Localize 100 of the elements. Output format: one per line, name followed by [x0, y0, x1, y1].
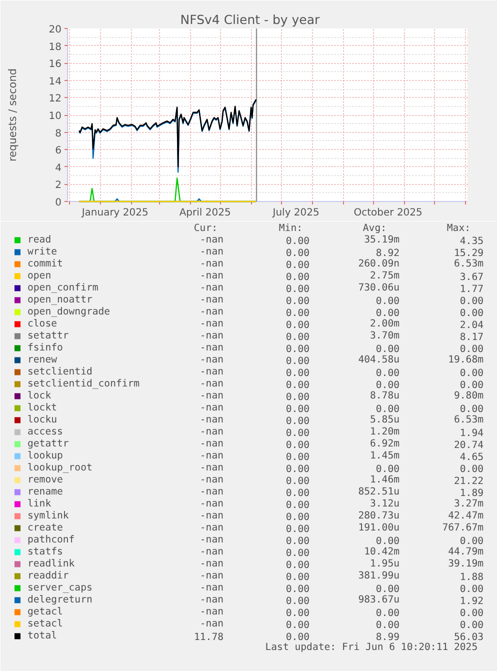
text: 0.00: [460, 584, 484, 596]
text: -nan: [200, 318, 224, 330]
legend-label: open_noattr: [28, 294, 92, 306]
legend-label: commit: [28, 258, 63, 270]
legend-label: lockt: [28, 402, 57, 414]
legend-label: setattr: [28, 330, 69, 342]
y-tick-label: 0: [55, 198, 62, 208]
text: 0.00: [376, 296, 400, 308]
text: 3.12u: [370, 498, 400, 510]
legend-label: write: [28, 246, 58, 258]
text: 0.00: [286, 428, 310, 440]
text: 3.67: [460, 272, 484, 284]
text: 0.00: [460, 404, 484, 416]
text: 10.42m: [364, 546, 400, 558]
text: 0.00: [286, 572, 310, 584]
legend-label: locku: [28, 414, 58, 426]
text: 0.00: [376, 584, 400, 596]
y-tick-label: 2: [55, 180, 62, 192]
text: -nan: [200, 510, 224, 522]
text: 0.00: [376, 404, 400, 416]
text: 2.00m: [370, 318, 400, 330]
text: 0.00: [286, 584, 310, 596]
text: 0.00: [460, 296, 484, 308]
y-axis-title: requests / second: [6, 68, 19, 162]
text: 42.47m: [448, 510, 484, 522]
text: Cur:: [194, 223, 218, 234]
text: 0.00: [286, 452, 310, 464]
y-tick-label: 4: [55, 162, 62, 174]
text: 0.00: [376, 380, 400, 392]
text: 0.00: [376, 464, 400, 476]
legend-label: getattr: [28, 438, 69, 450]
text: 983.67u: [358, 594, 400, 606]
legend-label: remove: [28, 474, 63, 486]
legend-label: pathconf: [28, 534, 75, 546]
text: -nan: [200, 618, 224, 630]
legend-label: close: [28, 318, 58, 330]
text: 0.00: [286, 332, 310, 344]
text: -nan: [200, 306, 224, 318]
text: -nan: [200, 234, 224, 246]
legend-label: delegreturn: [28, 594, 92, 606]
text: -nan: [200, 426, 224, 438]
text: 0.00: [286, 416, 310, 428]
text: -nan: [200, 474, 224, 486]
text: 852.51u: [358, 486, 400, 498]
text: -nan: [200, 342, 224, 354]
text: 0.00: [376, 368, 400, 380]
text: 0.00: [286, 368, 310, 380]
text: -nan: [200, 606, 224, 618]
legend-label: setacl: [28, 618, 63, 630]
text: 0.00: [460, 380, 484, 392]
text: Min:: [278, 223, 302, 234]
text: 0.00: [286, 464, 310, 476]
legend-label: setclientid_confirm: [28, 378, 140, 390]
y-tick-label: 8: [55, 128, 62, 140]
legend-label: read: [28, 234, 52, 246]
text: -nan: [200, 366, 224, 378]
legend-label: statfs: [28, 546, 63, 558]
text: 4.65: [460, 452, 484, 464]
text: -nan: [200, 246, 224, 258]
text: 0.00: [376, 608, 400, 620]
text: 280.73u: [358, 510, 400, 522]
legend-label: open_downgrade: [28, 306, 110, 318]
text: -nan: [200, 546, 224, 558]
text: -nan: [200, 258, 224, 270]
text: 3.70m: [370, 330, 400, 342]
text: 1.95u: [370, 558, 400, 570]
text: -nan: [200, 498, 224, 510]
text: 0.00: [460, 608, 484, 620]
y-tick-label: 20: [48, 24, 62, 36]
text: -nan: [200, 462, 224, 474]
y-tick-label: 12: [48, 94, 62, 105]
text: 0.00: [286, 404, 310, 416]
text: -nan: [200, 330, 224, 342]
legend-label: readlink: [28, 558, 75, 570]
text: 19.68m: [448, 354, 484, 366]
legend-label: total: [28, 630, 57, 642]
y-tick-label: 6: [55, 146, 62, 157]
legend-label: lookup: [28, 450, 63, 462]
text: 1.46m: [370, 474, 400, 486]
text: 0.00: [286, 344, 310, 356]
legend-label: create: [28, 522, 63, 534]
x-tick-label: October 2025: [354, 208, 422, 218]
text: 6.92m: [370, 438, 400, 450]
legend-label: lock: [28, 390, 52, 402]
text: 0.00: [286, 356, 310, 368]
text: 1.20m: [370, 426, 400, 438]
text: 0.00: [460, 308, 484, 320]
text: Last update: Fri Jun 6 10:20:11 2025: [265, 642, 478, 654]
text: 0.00: [460, 536, 484, 548]
text: -nan: [200, 534, 224, 546]
legend-label: fsinfo: [28, 342, 63, 354]
text: 0.00: [286, 596, 310, 608]
text: 0.00: [286, 320, 310, 332]
legend-label: server_caps: [28, 582, 92, 594]
text: 0.00: [286, 524, 310, 536]
text: 0.00: [376, 308, 400, 320]
text: 2.75m: [370, 270, 400, 282]
chart-title: NFSv4 Client - by year: [180, 12, 321, 27]
text: 730.06u: [358, 282, 400, 294]
text: 0.00: [286, 548, 310, 560]
